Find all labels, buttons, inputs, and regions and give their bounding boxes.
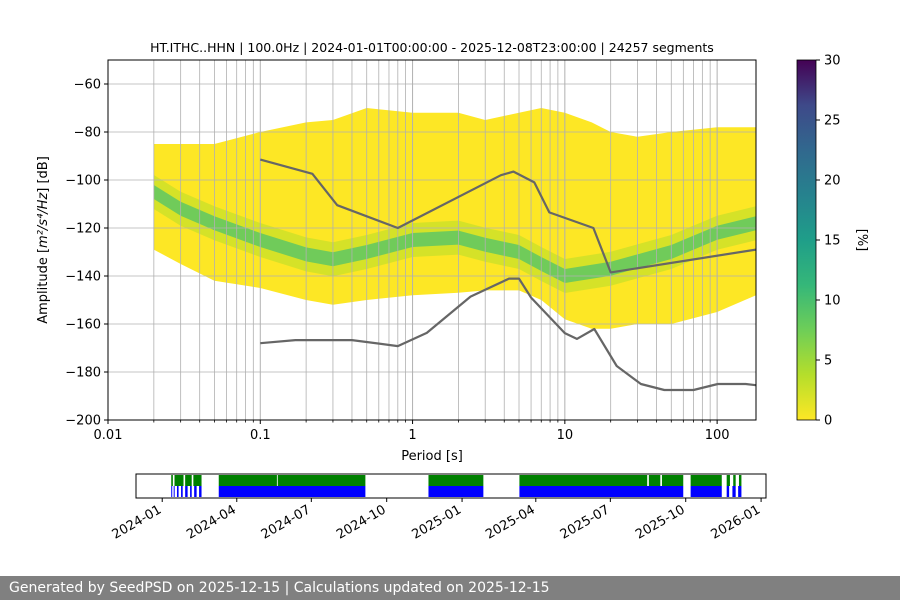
timeline-segment-green: [277, 475, 366, 486]
timeline-segment-green: [218, 475, 277, 486]
y-tick-label: −80: [74, 126, 101, 141]
colorbar-ticks: 0 5 10 15 20 25 30: [816, 54, 841, 429]
psd-mode-band-core: [306, 247, 333, 267]
timeline-tick-label: 2025-04: [483, 502, 538, 542]
timeline-tick-label: 2024-10: [334, 502, 389, 542]
timeline-tick-label: 2025-07: [558, 502, 613, 542]
timeline-tick-label: 2024-04: [184, 502, 239, 542]
x-tick-label: 1: [408, 428, 416, 443]
psd-mode-band-core: [671, 225, 718, 259]
timeline-segment-blue: [726, 486, 730, 497]
y-tick-label: −160: [65, 318, 101, 333]
timeline-segment-green: [171, 475, 173, 486]
timeline-segment-blue: [218, 486, 366, 497]
colorbar-tick-label: 5: [824, 354, 832, 369]
psd-mode-band-core: [519, 245, 542, 271]
psd-histogram: [153, 108, 756, 329]
psd-mode-band-core: [458, 230, 486, 252]
footer: Generated by SeedPSD on 2025-12-15 | Cal…: [0, 576, 900, 600]
psd-mode-band-core: [332, 245, 367, 267]
timeline-segment-green: [174, 475, 184, 486]
y-tick-label: −100: [65, 174, 101, 189]
timeline-segment-blue: [519, 486, 684, 497]
plot-frame: [107, 59, 757, 421]
timeline-segment-blue: [690, 486, 722, 497]
data-availability-timeline: [136, 474, 766, 498]
timeline-tick-label: 2025-01: [410, 502, 465, 542]
timeline-segment-blue: [194, 486, 197, 497]
psd-mode-band-core: [564, 261, 611, 283]
x-axis: 0.01 0.1 1 10 100: [94, 420, 730, 443]
colorbar-tick-label: 15: [824, 234, 841, 249]
x-tick-label: 0.01: [94, 428, 123, 443]
timeline-segment-blue: [173, 486, 175, 497]
timeline-segment-green: [428, 475, 484, 486]
noise-model-low: [260, 277, 756, 392]
y-tick-label: −200: [65, 414, 101, 429]
timeline-segment-green: [726, 475, 730, 486]
chart-title: HT.ITHC..HHN | 100.0Hz | 2024-01-01T00:0…: [150, 40, 714, 55]
timeline-segment-blue: [199, 486, 202, 497]
psd-mode-band-core: [412, 230, 459, 247]
timeline-segment-blue: [185, 486, 188, 497]
colorbar-tick-label: 10: [824, 294, 841, 309]
y-tick-label: −120: [65, 222, 101, 237]
psd-mode-band-core: [260, 233, 307, 262]
timeline-segment-blue: [171, 486, 173, 497]
timeline-segment-green: [738, 475, 742, 486]
psd-mode-band-core: [214, 216, 261, 247]
timeline-segment-blue: [181, 486, 183, 497]
timeline-segment-blue: [738, 486, 742, 497]
timeline-segment-green: [185, 475, 192, 486]
timeline-segment-blue: [190, 486, 192, 497]
timeline-segment-green: [690, 475, 722, 486]
timeline-tick-label: 2025-10: [633, 502, 688, 542]
timeline-segment-green: [661, 475, 684, 486]
timeline-segment-blue: [176, 486, 179, 497]
timeline-frame: [135, 473, 767, 499]
grid: [108, 60, 756, 420]
timeline-segment-blue: [732, 486, 736, 497]
noise-models: [260, 158, 756, 392]
psd-mode-band-core: [485, 237, 520, 259]
colorbar-tick-label: 0: [824, 414, 832, 429]
psd-mode-band-core: [541, 257, 565, 283]
psd-mode-band-core: [180, 201, 215, 231]
timeline-tick-label: 2024-01: [110, 502, 165, 542]
psd-mode-band-core: [153, 185, 181, 216]
y-tick-label: −140: [65, 270, 101, 285]
colorbar: [796, 59, 817, 421]
timeline-segment-blue: [428, 486, 484, 497]
y-tick-label: −60: [74, 78, 101, 93]
x-tick-label: 0.1: [250, 428, 271, 443]
timeline-segment-green: [193, 475, 202, 486]
y-axis: −200 −180 −160 −140 −120 −100 −80 −60: [65, 78, 108, 429]
timeline-segment-green: [519, 475, 648, 486]
y-axis-label: Amplitude [m²/s⁴/Hz] [dB]: [36, 156, 51, 324]
x-tick-label: 100: [705, 428, 730, 443]
timeline-segment-green: [648, 475, 661, 486]
timeline-tick-label: 2024-07: [259, 502, 314, 542]
colorbar-tick-label: 30: [824, 54, 841, 69]
colorbar-tick-label: 20: [824, 174, 841, 189]
colorbar-label: [%]: [854, 229, 869, 252]
timeline-axis: 2024-01 2024-04 2024-07 2024-10 2025-01 2025-…: [110, 498, 763, 543]
x-axis-label: Period [s]: [401, 449, 463, 464]
y-tick-label: −180: [65, 366, 101, 381]
noise-model-high: [260, 158, 756, 274]
timeline-tick-label: 2026-01: [709, 502, 764, 542]
psd-mode-band-core: [366, 233, 413, 259]
timeline-segment-green: [733, 475, 736, 486]
x-tick-label: 10: [557, 428, 574, 443]
colorbar-tick-label: 25: [824, 114, 841, 129]
